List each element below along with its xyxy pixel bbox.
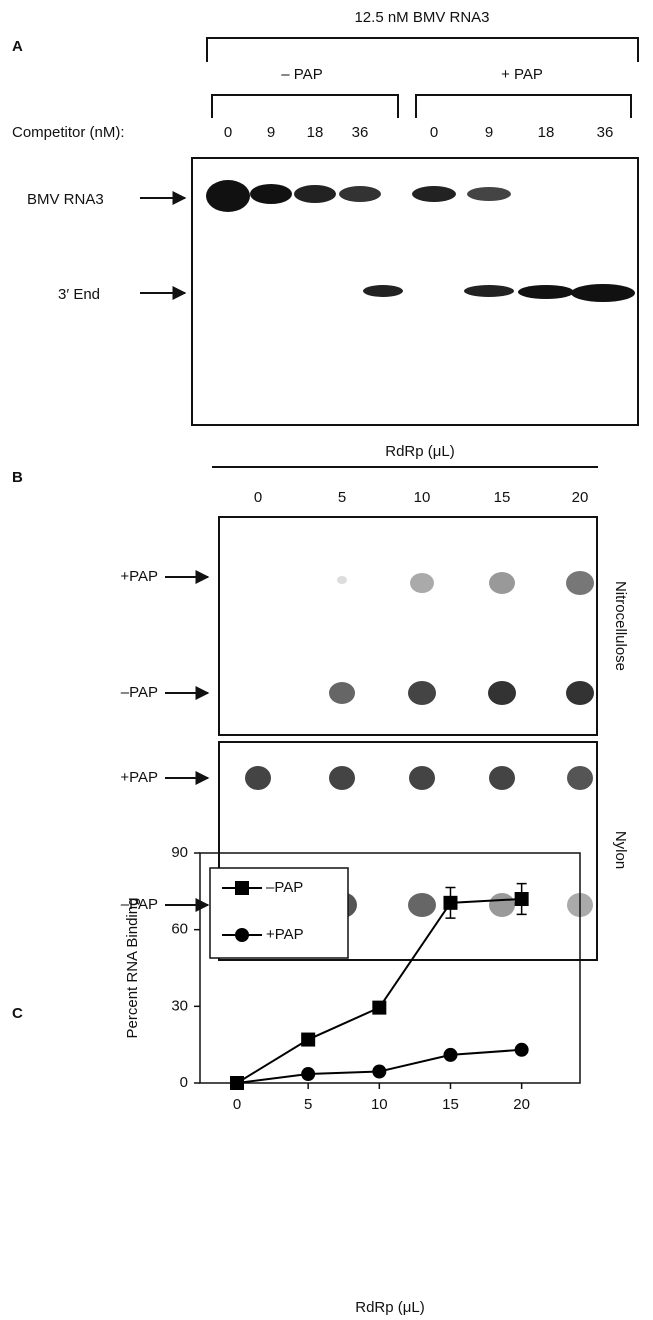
- column-label: 0: [254, 489, 262, 506]
- x-tick-label: 20: [513, 1096, 530, 1113]
- gel-title: 12.5 nM BMV RNA3: [354, 9, 489, 26]
- row-labels: +PAP–PAP+PAP–PAP: [120, 568, 208, 913]
- row-label: –PAP: [121, 684, 158, 701]
- column-label: 10: [414, 489, 431, 506]
- legend-label: +PAP: [266, 926, 304, 943]
- column-labels: 0 5 10 15 20: [254, 489, 589, 506]
- point: [515, 892, 529, 906]
- band: [518, 285, 574, 299]
- point: [443, 896, 457, 910]
- band: [412, 186, 456, 202]
- dot: [408, 681, 436, 705]
- page: A 12.5 nM BMV RNA3 – PAP + PAP Competito…: [0, 0, 653, 1320]
- legend-marker: [235, 928, 249, 942]
- dot: [566, 681, 594, 705]
- legend-label: –PAP: [266, 879, 303, 896]
- point: [301, 1033, 315, 1047]
- row-label: +PAP: [120, 769, 158, 786]
- point: [515, 1043, 529, 1057]
- membrane-label: Nitrocellulose: [612, 581, 629, 671]
- dot: [488, 681, 516, 705]
- lane-label: 0: [224, 124, 232, 141]
- dot: [408, 893, 436, 917]
- group-label: + PAP: [501, 66, 543, 83]
- lane-label: 36: [597, 124, 614, 141]
- bracket: [416, 95, 631, 118]
- row-label: +PAP: [120, 568, 158, 585]
- lane-label: 0: [430, 124, 438, 141]
- band: [206, 180, 250, 212]
- dot: [337, 576, 347, 584]
- panel-label: A: [12, 38, 23, 55]
- figure: A 12.5 nM BMV RNA3 – PAP + PAP Competito…: [0, 0, 653, 1320]
- lane-labels: 0 9 18 36 0 9 18 36: [224, 124, 614, 141]
- panel-label: B: [12, 469, 23, 486]
- lane-label: 18: [538, 124, 555, 141]
- dot: [329, 682, 355, 704]
- x-tick-label: 0: [233, 1096, 241, 1113]
- column-label: 15: [494, 489, 511, 506]
- dot: [566, 571, 594, 595]
- dot: [329, 766, 355, 790]
- membrane: [219, 517, 597, 735]
- band: [464, 285, 514, 297]
- band: [339, 186, 381, 202]
- point: [301, 1067, 315, 1081]
- column-label: 20: [572, 489, 589, 506]
- blot-title: RdRp (μL): [385, 443, 455, 460]
- dot: [489, 572, 515, 594]
- panel-label: C: [12, 1005, 23, 1022]
- band-label: 3′ End: [58, 286, 100, 303]
- lane-label: 9: [267, 124, 275, 141]
- x-tick-label: 10: [371, 1096, 388, 1113]
- y-tick-label: 30: [171, 997, 188, 1014]
- legend-marker: [235, 881, 249, 895]
- y-tick-label: 90: [171, 844, 188, 861]
- x-axis-label: RdRp (μL): [355, 1299, 425, 1316]
- band-label: BMV RNA3: [27, 191, 104, 208]
- bracket: [212, 95, 398, 118]
- dot: [489, 893, 515, 917]
- point: [372, 1001, 386, 1015]
- point: [372, 1065, 386, 1079]
- dot: [409, 766, 435, 790]
- band: [294, 185, 336, 203]
- band: [571, 284, 635, 302]
- column-label: 5: [338, 489, 346, 506]
- band: [363, 285, 403, 297]
- y-tick-label: 60: [171, 921, 188, 938]
- x-tick-label: 15: [442, 1096, 459, 1113]
- band: [250, 184, 292, 204]
- competitor-label: Competitor (nM):: [12, 124, 125, 141]
- lane-label: 9: [485, 124, 493, 141]
- point: [443, 1048, 457, 1062]
- dot: [567, 766, 593, 790]
- y-tick-label: 0: [180, 1074, 188, 1091]
- lane-label: 36: [352, 124, 369, 141]
- group-label: – PAP: [281, 66, 322, 83]
- dot: [410, 573, 434, 593]
- dot: [245, 766, 271, 790]
- lane-label: 18: [307, 124, 324, 141]
- x-tick-label: 5: [304, 1096, 312, 1113]
- membrane-label: Nylon: [612, 831, 629, 869]
- band: [467, 187, 511, 201]
- point: [230, 1076, 244, 1090]
- y-axis-label: Percent RNA Binding: [124, 898, 141, 1039]
- dot: [489, 766, 515, 790]
- bracket: [207, 38, 638, 62]
